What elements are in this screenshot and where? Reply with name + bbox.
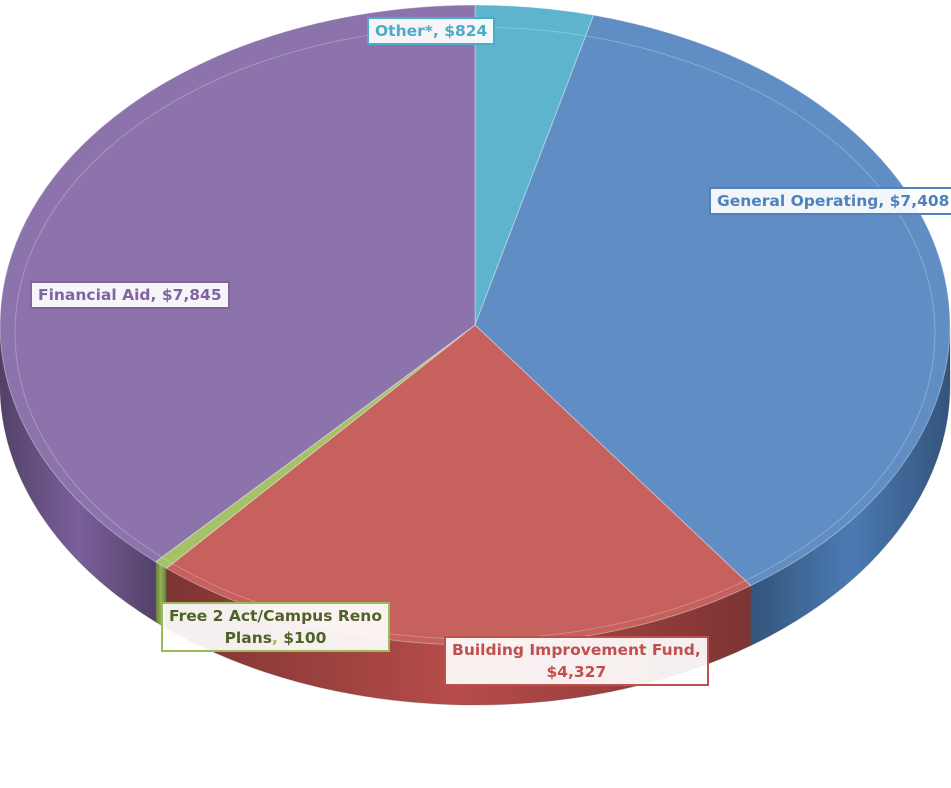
- data-label-sep: ,: [432, 22, 445, 40]
- data-label-name: General Operating: [717, 192, 879, 210]
- pie-side-financial-aid-shade: [0, 325, 156, 622]
- data-label-value: $7,845: [161, 286, 222, 304]
- data-label-general-operating: General Operating, $7,408: [709, 187, 951, 215]
- data-label-sep: ,: [150, 286, 162, 304]
- data-label-sep: ,: [271, 629, 284, 647]
- data-label-other: Other*, $824: [367, 17, 496, 45]
- data-label-value: $824: [444, 22, 488, 40]
- pie-slice-general-operating: [474, 14, 951, 587]
- pie-slice-financial-aid: [0, 4, 476, 563]
- pie-slices: [0, 4, 951, 646]
- data-label-name-line2: Plans: [224, 629, 272, 647]
- data-label-name: Financial Aid: [38, 286, 151, 304]
- data-label-name: Building Improvement Fund,: [452, 641, 701, 659]
- data-label-free-2-act: Free 2 Act/Campus Reno Plans, $100: [161, 602, 390, 652]
- data-label-building-improvement: Building Improvement Fund, $4,327: [444, 636, 709, 686]
- data-label-value: $7,408: [889, 192, 950, 210]
- pie-slice-free-2-act-campus-reno-plans: [154, 324, 476, 569]
- data-label-value: $100: [283, 629, 327, 647]
- data-label-name-line1: Free 2 Act/Campus Reno: [169, 607, 382, 625]
- pie-side-general-operating-shade: [750, 325, 950, 646]
- pie-slice-other: [474, 4, 595, 326]
- data-label-name: Other*: [375, 22, 433, 40]
- data-label-value: $4,327: [546, 663, 607, 681]
- data-label-sep: ,: [878, 192, 890, 210]
- data-label-financial-aid: Financial Aid, $7,845: [30, 281, 230, 309]
